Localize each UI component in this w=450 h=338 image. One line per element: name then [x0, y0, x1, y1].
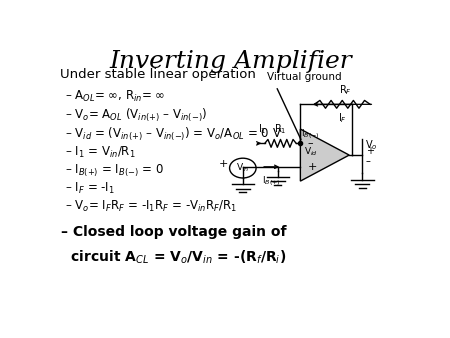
- Text: Virtual ground: Virtual ground: [267, 72, 342, 82]
- Text: V$_{in}$: V$_{in}$: [236, 162, 250, 174]
- Text: circuit A$_{CL}$ = V$_o$/V$_{in}$ = -(R$_f$/R$_i$): circuit A$_{CL}$ = V$_o$/V$_{in}$ = -(R$…: [62, 249, 287, 266]
- Text: –: –: [307, 138, 313, 148]
- Text: – A$_{OL}$= ∞, R$_{in}$= ∞: – A$_{OL}$= ∞, R$_{in}$= ∞: [65, 89, 165, 104]
- Text: +: +: [307, 162, 317, 172]
- Text: R$_1$: R$_1$: [274, 122, 287, 136]
- Text: – V$_o$= A$_{OL}$ (V$_{in(+)}$ – V$_{in(-)}$): – V$_o$= A$_{OL}$ (V$_{in(+)}$ – V$_{in(…: [65, 107, 207, 124]
- Text: Under stable linear operation: Under stable linear operation: [60, 68, 256, 81]
- Text: I$_1$: I$_1$: [258, 122, 266, 136]
- Text: Inverting Amplifier: Inverting Amplifier: [109, 50, 352, 73]
- Text: I$_F$: I$_F$: [338, 112, 346, 125]
- Text: – V$_{id}$ = (V$_{in(+)}$ – V$_{in(-)}$) = V$_o$/A$_{OL}$ = 0 V: – V$_{id}$ = (V$_{in(+)}$ – V$_{in(-)}$)…: [65, 126, 282, 143]
- Text: – I$_F$ = -I$_1$: – I$_F$ = -I$_1$: [65, 181, 115, 196]
- Text: – I$_{B(+)}$ = I$_{B(-)}$ = 0: – I$_{B(+)}$ = I$_{B(-)}$ = 0: [65, 163, 164, 179]
- Text: I$_{B(+)}$: I$_{B(+)}$: [262, 174, 281, 188]
- Text: –: –: [366, 156, 371, 167]
- Text: I$_{B(-)}$: I$_{B(-)}$: [301, 127, 320, 141]
- Text: – Closed loop voltage gain of: – Closed loop voltage gain of: [62, 225, 287, 239]
- Text: – I$_1$ = V$_{in}$/R$_1$: – I$_1$ = V$_{in}$/R$_1$: [65, 145, 135, 160]
- Text: – V$_o$= I$_F$R$_F$ = -I$_1$R$_F$ = -V$_{in}$R$_F$/R$_1$: – V$_o$= I$_F$R$_F$ = -I$_1$R$_F$ = -V$_…: [65, 199, 237, 214]
- Text: V$_{id}$: V$_{id}$: [304, 146, 318, 159]
- Text: R$_F$: R$_F$: [339, 83, 352, 97]
- Polygon shape: [301, 129, 349, 181]
- Text: +: +: [366, 146, 374, 156]
- Text: V$_o$: V$_o$: [365, 138, 378, 151]
- Text: +: +: [218, 159, 228, 169]
